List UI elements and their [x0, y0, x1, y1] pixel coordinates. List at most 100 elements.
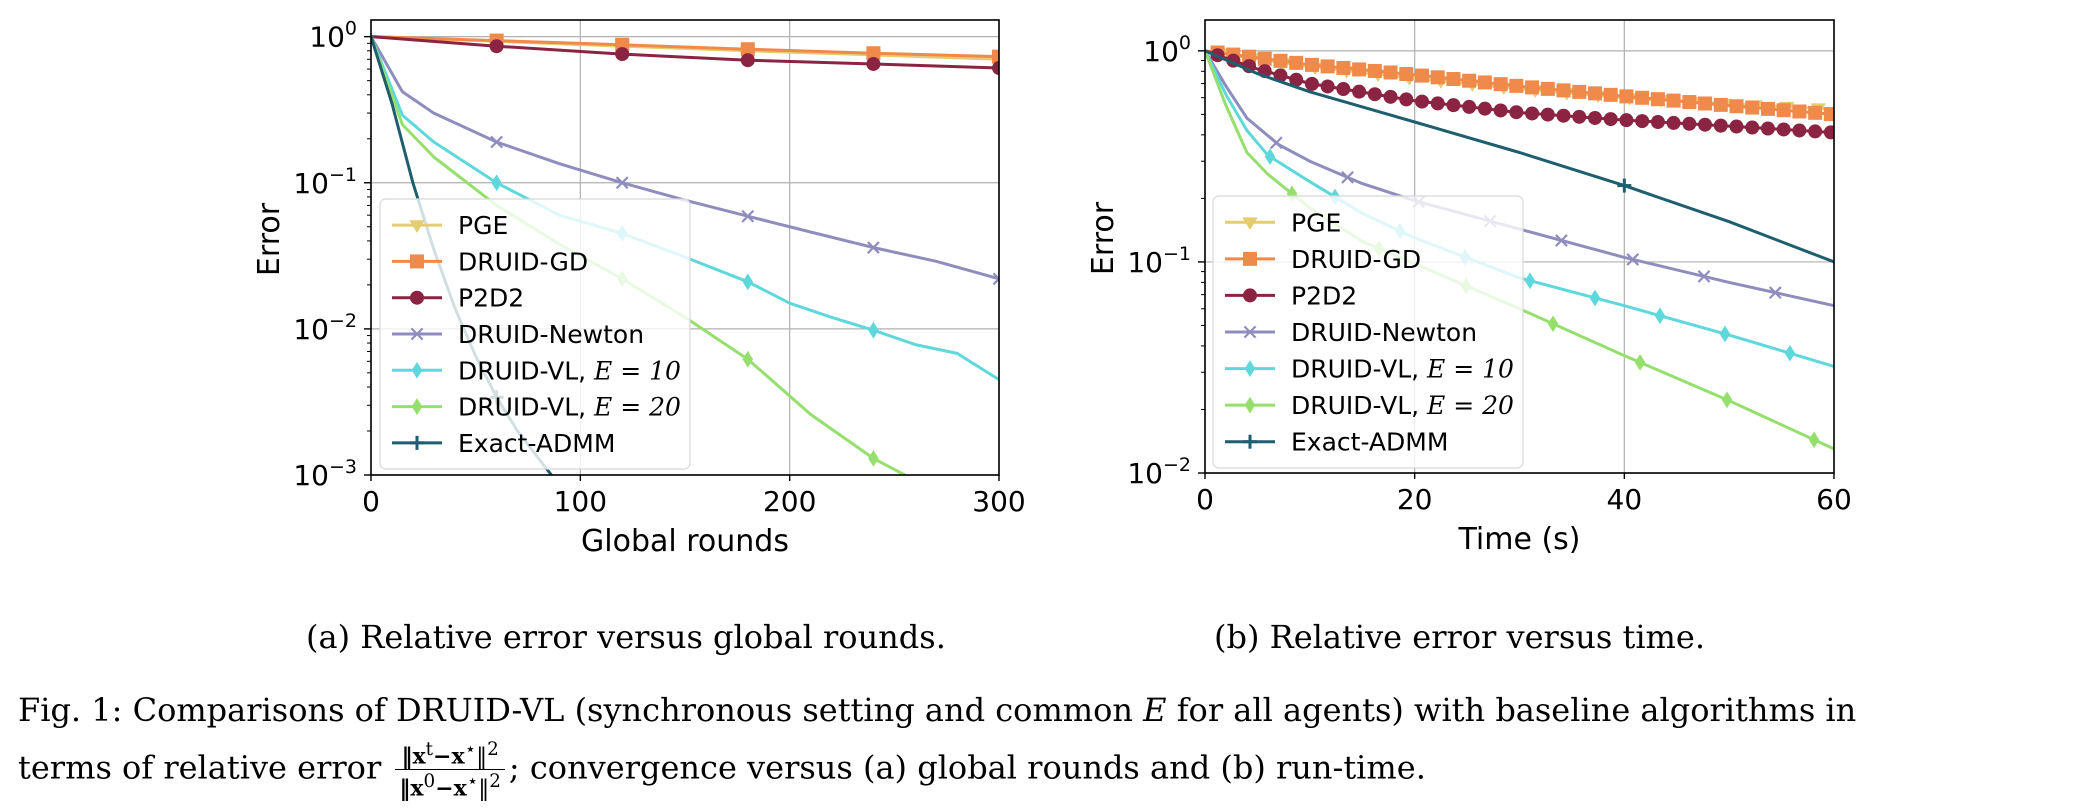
circle-marker [1666, 115, 1681, 130]
square-marker [992, 49, 999, 64]
caption-math-E: E [1143, 691, 1167, 729]
y-tick-label: 10−1 [1127, 243, 1191, 279]
legend-label: DRUID-VL, E = 20 [1291, 391, 1514, 420]
diamond-marker [1719, 325, 1731, 343]
circle-marker [1477, 101, 1492, 116]
diamond-marker [1244, 396, 1256, 414]
circle-marker [1650, 114, 1665, 129]
circle-marker [1572, 109, 1587, 124]
figure-caption: Fig. 1: Comparisons of DRUID-VL (synchro… [18, 682, 2078, 802]
circle-marker [1587, 110, 1602, 125]
square-marker [1619, 89, 1634, 104]
error-fraction: ‖xt−x⋆‖2 ‖x0−x⋆‖2 [395, 738, 505, 802]
circle-marker [1760, 121, 1775, 136]
diamond-marker [1721, 391, 1733, 409]
subcaption-b: (b) Relative error versus time. [1214, 618, 1705, 656]
square-marker [1525, 80, 1540, 95]
square-marker [1462, 73, 1477, 88]
x-marker [741, 209, 755, 223]
x-marker [1768, 286, 1782, 300]
diamond-marker [411, 361, 423, 379]
legend-label: PGE [1291, 208, 1341, 237]
circle-marker [1713, 118, 1728, 133]
legend-label: P2D2 [1291, 281, 1357, 310]
circle-marker [1320, 79, 1335, 94]
square-marker [1745, 100, 1760, 115]
square-marker [1572, 84, 1587, 99]
fraction-numerator: ‖xt−x⋆‖2 [395, 738, 505, 771]
square-marker [1682, 95, 1697, 110]
square-marker [1666, 93, 1681, 108]
legend-label: DRUID-Newton [458, 320, 644, 349]
diamond-marker [411, 398, 423, 415]
x-tick-label: 20 [1397, 483, 1433, 516]
square-marker [1729, 99, 1744, 114]
diamond-marker [868, 321, 879, 339]
diamond-marker [868, 449, 879, 467]
triangle-marker [1242, 217, 1258, 230]
circle-marker [1243, 288, 1257, 303]
axes-frame [1204, 19, 1835, 474]
subcaption-a: (a) Relative error versus global rounds. [306, 618, 946, 656]
square-marker [1760, 101, 1775, 116]
caption-part3: terms of relative error [18, 748, 392, 787]
square-marker [1556, 83, 1571, 98]
circle-marker [1635, 114, 1650, 129]
circle-marker [1509, 105, 1524, 120]
square-marker [410, 254, 424, 269]
circle-marker [1540, 107, 1555, 122]
circle-marker [1493, 103, 1508, 118]
square-marker [1792, 104, 1807, 119]
square-marker [1367, 63, 1382, 78]
legend-label: DRUID-VL, E = 20 [458, 393, 681, 422]
square-marker [1446, 72, 1461, 87]
x-marker [1555, 234, 1568, 247]
circle-marker [1446, 98, 1461, 113]
y-tick-label: 100 [1143, 32, 1191, 68]
circle-marker [1462, 99, 1477, 114]
x-tick-label: 60 [1816, 483, 1852, 516]
circle-marker [1399, 92, 1414, 107]
circle-marker [615, 47, 630, 62]
circle-marker [1698, 117, 1713, 132]
square-marker [1713, 97, 1728, 112]
square-marker [1823, 107, 1834, 122]
x-marker [1269, 136, 1283, 150]
legend-label: DRUID-VL, E = 10 [458, 356, 681, 385]
x-marker [992, 277, 999, 286]
legend-box [379, 198, 691, 470]
square-marker [1320, 59, 1335, 74]
circle-marker [1808, 124, 1823, 139]
circle-marker [1289, 72, 1304, 87]
circle-marker [410, 290, 424, 305]
square-marker [1336, 60, 1351, 75]
x-tick-label: 300 [972, 485, 1025, 518]
y-axis-label: Error [252, 202, 287, 276]
square-marker [1383, 65, 1398, 80]
series-line [371, 35, 999, 281]
circle-marker [1729, 119, 1744, 134]
diamond-marker [1524, 272, 1536, 290]
square-marker [1289, 55, 1304, 70]
square-marker [740, 42, 755, 57]
fraction-denominator: ‖x0−x⋆‖2 [399, 771, 501, 802]
circle-marker [1776, 122, 1791, 137]
circle-marker [1682, 116, 1697, 131]
series-line [1205, 49, 1834, 264]
x-axis-label: Time (s) [1458, 522, 1581, 557]
circle-marker [1556, 108, 1571, 123]
chart-a: 0 100 200 300 100 10−1 10−2 10−3 Global rounds Er… [252, 18, 1026, 559]
circle-marker [1383, 89, 1398, 104]
circle-marker [1415, 94, 1430, 109]
diamond-marker [491, 174, 502, 192]
square-marker [1430, 70, 1445, 85]
square-marker [1540, 81, 1555, 96]
diamond-marker [1784, 344, 1796, 362]
circle-marker [1792, 123, 1807, 138]
legend-label: PGE [458, 211, 508, 240]
y-tick-label: 10−2 [1127, 454, 1191, 490]
caption-part1: Fig. 1: Comparisons of DRUID-VL (synchro… [18, 691, 1144, 729]
y-tick-label: 100 [309, 18, 357, 54]
